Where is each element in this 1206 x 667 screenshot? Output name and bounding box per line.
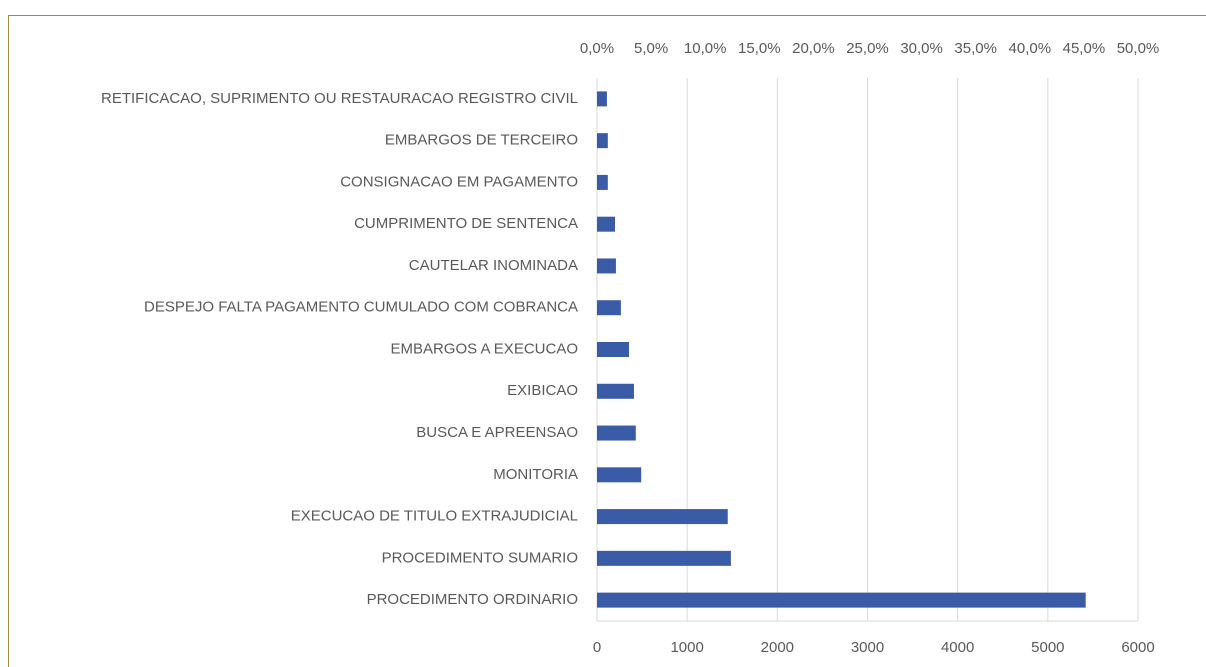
x2-tick-label: 5,0% [634, 40, 668, 57]
bar [597, 467, 642, 483]
bar [597, 216, 616, 232]
x2-tick-label: 35,0% [954, 40, 997, 57]
x-tick-label: 4000 [941, 639, 974, 656]
bar [597, 174, 608, 190]
y-tick-label: RETIFICACAO, SUPRIMENTO OU RESTAURACAO R… [101, 90, 578, 107]
y-tick-label: EXECUCAO DE TITULO EXTRAJUDICIAL [291, 508, 578, 525]
y-tick-label: EMBARGOS DE TERCEIRO [385, 132, 578, 149]
bar [597, 383, 634, 399]
x2-tick-label: 20,0% [792, 40, 835, 57]
bar [597, 300, 621, 316]
bar [597, 509, 728, 525]
y-tick-label: MONITORIA [493, 466, 578, 483]
bar [597, 133, 608, 149]
x-tick-label: 6000 [1121, 639, 1154, 656]
x-tick-label: 0 [593, 639, 601, 656]
x2-tick-label: 30,0% [900, 40, 943, 57]
x-tick-label: 3000 [851, 639, 884, 656]
x2-tick-label: 25,0% [846, 40, 889, 57]
y-tick-label: EXIBICAO [507, 382, 578, 399]
x2-tick-label: 45,0% [1063, 40, 1106, 57]
y-tick-label: DESPEJO FALTA PAGAMENTO CUMULADO COM COB… [144, 299, 578, 316]
x-tick-label: 1000 [670, 639, 703, 656]
y-tick-label: CAUTELAR INOMINADA [409, 257, 578, 274]
x-tick-label: 2000 [761, 639, 794, 656]
y-tick-label: PROCEDIMENTO SUMARIO [382, 549, 578, 566]
y-tick-label: PROCEDIMENTO ORDINARIO [367, 591, 578, 608]
x2-tick-label: 50,0% [1117, 40, 1160, 57]
bar [597, 258, 616, 274]
x-tick-label: 5000 [1031, 639, 1064, 656]
y-tick-label: EMBARGOS A EXECUCAO [390, 340, 578, 357]
bar [597, 342, 630, 357]
y-tick-label: CUMPRIMENTO DE SENTENCA [354, 215, 578, 232]
x2-tick-label: 15,0% [738, 40, 781, 57]
x2-tick-label: 0,0% [580, 40, 614, 57]
bar [597, 550, 731, 566]
y-tick-label: CONSIGNACAO EM PAGAMENTO [340, 173, 578, 190]
bar [597, 592, 1086, 608]
x2-tick-label: 10,0% [684, 40, 727, 57]
y-tick-label: BUSCA E APREENSAO [416, 424, 578, 441]
bar [597, 91, 607, 107]
x2-tick-label: 40,0% [1009, 40, 1052, 57]
bar [597, 425, 636, 441]
